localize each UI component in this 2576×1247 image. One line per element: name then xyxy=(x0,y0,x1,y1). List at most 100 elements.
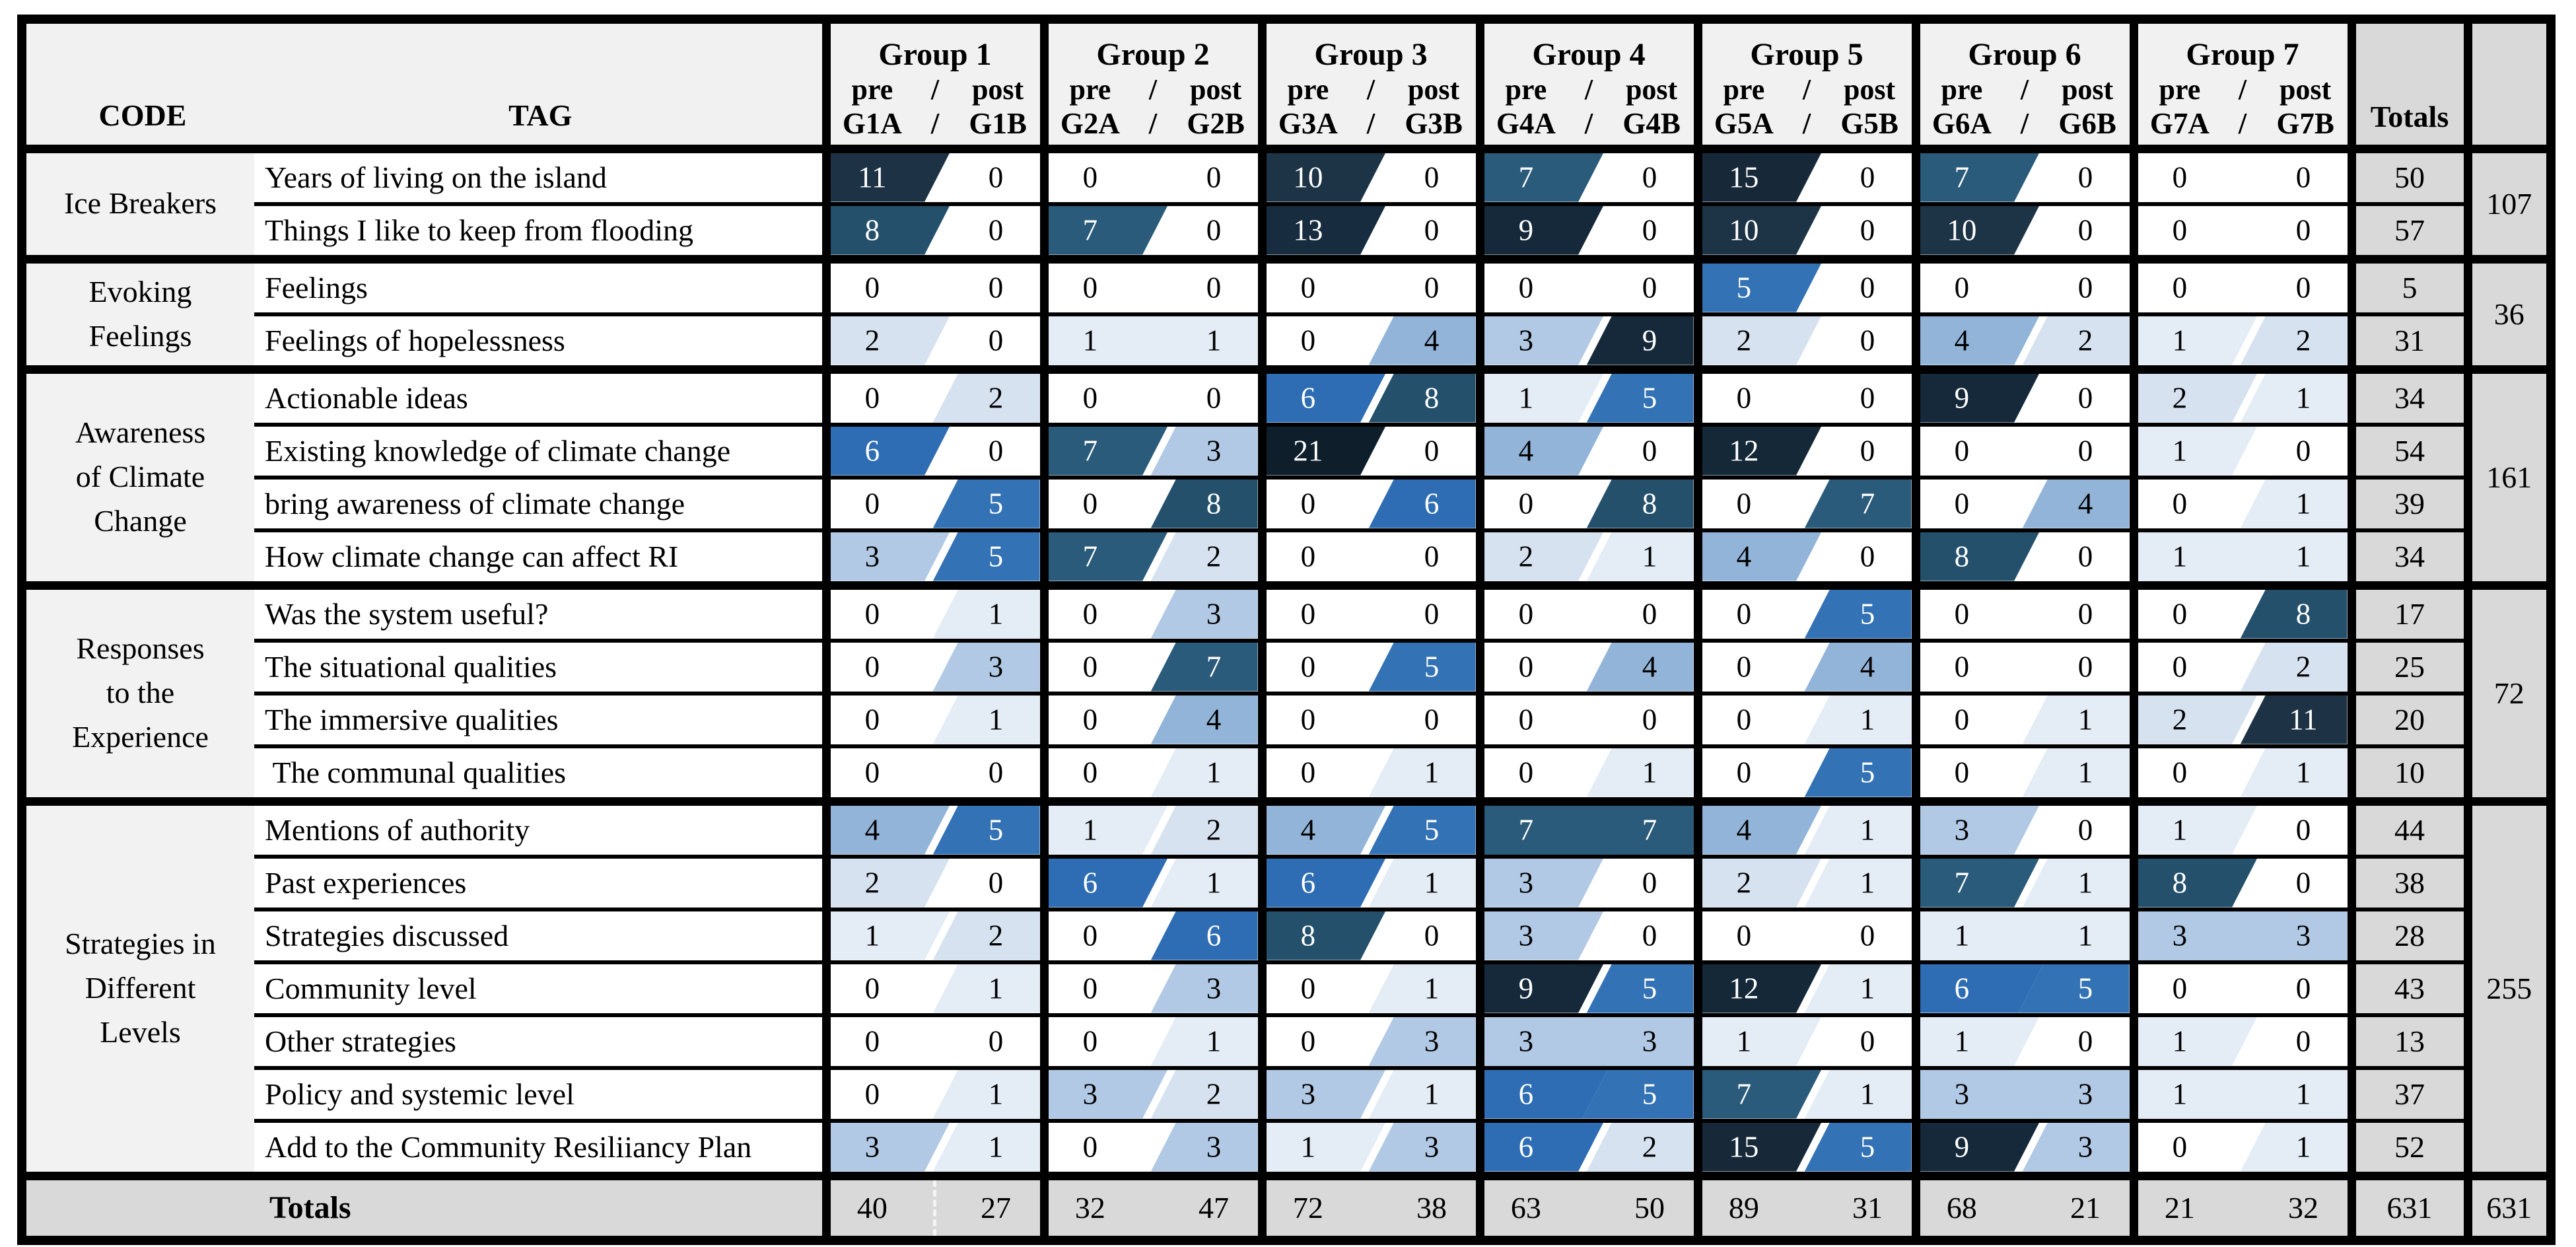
group2-totals-cell: 32 47 xyxy=(1039,1171,1264,1242)
post-total-value: 31 xyxy=(1852,1190,1883,1225)
post-value: 1 xyxy=(2295,1077,2311,1110)
post-value: 0 xyxy=(1642,919,1657,952)
pre-value: 0 xyxy=(2172,597,2188,630)
row-total-cell: 17 xyxy=(2347,581,2470,643)
post-value: 0 xyxy=(1860,160,1875,194)
post-value: 2 xyxy=(2295,650,2311,683)
pre-value: 0 xyxy=(1300,487,1316,520)
pre-value: 1 xyxy=(1082,813,1098,846)
pre-value: 0 xyxy=(2172,1130,2188,1163)
code-cell: Strategies in Different Levels xyxy=(20,797,254,1178)
group3-data-cell: 21 0 xyxy=(1257,422,1482,480)
post-value: 5 xyxy=(1860,597,1875,630)
post-value: 0 xyxy=(1206,213,1222,246)
pre-value: 0 xyxy=(1954,597,1970,630)
pre-value: 12 xyxy=(1729,972,1759,1005)
pre-value: 0 xyxy=(2172,756,2188,789)
post-value: 0 xyxy=(1424,213,1440,246)
pre-value: 0 xyxy=(1954,487,1970,520)
pre-value: 0 xyxy=(1736,650,1752,683)
row-total-cell: 34 xyxy=(2347,365,2470,427)
pre-value: 0 xyxy=(1518,756,1534,789)
heat-fill xyxy=(1484,1016,1694,1066)
post-value: 5 xyxy=(988,813,1004,846)
tag-cell: Other strategies xyxy=(254,1013,828,1070)
pre-value: 2 xyxy=(1736,866,1752,899)
post-value: 1 xyxy=(1424,972,1440,1005)
category-total-cell: 107 xyxy=(2463,144,2553,261)
pre-value: 8 xyxy=(1300,919,1316,952)
pre-value: 0 xyxy=(864,597,880,630)
totals-pre-post: 40 27 xyxy=(831,1180,1040,1236)
post-value: 1 xyxy=(1860,1077,1875,1110)
pre-post-heat-cell: 13 0 xyxy=(1266,205,1476,255)
pre-value: 1 xyxy=(1082,324,1098,357)
pre-value: 0 xyxy=(1736,756,1752,789)
row-total-cell: 43 xyxy=(2347,960,2470,1017)
pre-value: 7 xyxy=(1082,213,1098,246)
post-value: 2 xyxy=(2077,324,2093,357)
tag-cell: Existing knowledge of climate change xyxy=(254,422,828,480)
pre-value: 2 xyxy=(2172,381,2188,414)
heat-fill xyxy=(1484,805,1694,855)
totals-pre-post: 68 21 xyxy=(1920,1180,2130,1236)
pre-value: 7 xyxy=(1736,1077,1752,1110)
post-value: 0 xyxy=(2077,1024,2093,1057)
code-column-label: CODE xyxy=(98,98,187,132)
post-value: 0 xyxy=(1424,271,1440,304)
pre-post-heat-cell: 10 0 xyxy=(1702,205,1912,255)
table-row: Policy and systemic level 0 1 3 2 3 1 6 5 7 1 3 3 1 1 3… xyxy=(22,1065,2551,1123)
post-value: 0 xyxy=(1206,160,1222,194)
pre-value: 0 xyxy=(1082,703,1098,736)
group7-totals-cell: 21 32 xyxy=(2129,1171,2353,1242)
pre-value: 0 xyxy=(1736,487,1752,520)
pre-value: 0 xyxy=(1518,597,1534,630)
pre-value: 0 xyxy=(1736,381,1752,414)
table-row: Add to the Community Resiliiancy Plan 3 1 0… xyxy=(22,1118,2551,1178)
group6-header: Group 6 pre / post G6A / G6B xyxy=(1911,17,2136,151)
post-value: 0 xyxy=(1642,213,1657,246)
pre-value: 1 xyxy=(864,919,880,952)
post-value: 8 xyxy=(1424,381,1440,414)
